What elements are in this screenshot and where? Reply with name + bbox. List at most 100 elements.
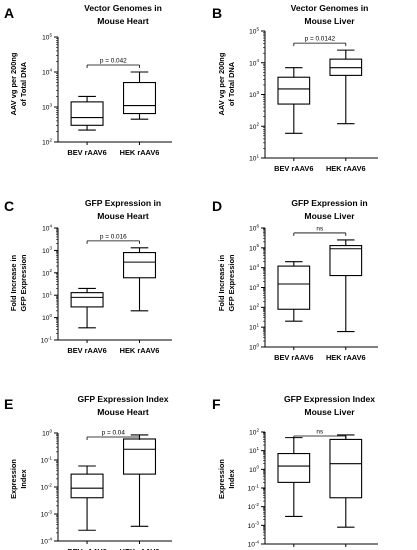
y-axis-label: Expression bbox=[217, 459, 226, 499]
y-tick-exponent: 4 bbox=[256, 58, 259, 63]
y-tick-label: 105 bbox=[249, 243, 259, 252]
y-axis-label: of Total DNA bbox=[227, 61, 236, 106]
panel-letter: A bbox=[4, 5, 14, 21]
y-tick-base: 10 bbox=[41, 338, 49, 345]
panel-title: Vector Genomes in Mouse Liver bbox=[291, 3, 369, 26]
iqr-box bbox=[70, 101, 104, 126]
y-tick-base: 10 bbox=[41, 512, 49, 519]
y-tick-label: 100 bbox=[249, 342, 259, 351]
y-tick-exponent: 5 bbox=[256, 243, 259, 248]
box-plot bbox=[329, 434, 363, 528]
box-plot bbox=[329, 239, 363, 333]
box-plot bbox=[123, 71, 157, 120]
y-tick-exponent: 0 bbox=[49, 313, 52, 318]
y-tick-base: 10 bbox=[42, 270, 50, 277]
iqr-box bbox=[123, 252, 157, 279]
y-tick-label: 10-2 bbox=[41, 482, 53, 491]
y-tick-exponent: -2 bbox=[255, 502, 260, 507]
iqr-box bbox=[277, 453, 311, 483]
significance-label: p = 0.042 bbox=[100, 58, 127, 65]
y-tick-label: 10-1 bbox=[248, 483, 260, 492]
y-tick-base: 10 bbox=[41, 458, 49, 465]
y-tick-label: 10-4 bbox=[41, 536, 53, 545]
y-tick-base: 10 bbox=[42, 140, 50, 147]
y-tick-label: 103 bbox=[42, 102, 52, 111]
y-tick-label: 10-3 bbox=[41, 509, 53, 518]
y-tick-label: 10-3 bbox=[248, 521, 260, 530]
box-plot bbox=[277, 437, 311, 517]
x-tick-label: HEK rAAV6 bbox=[326, 164, 366, 173]
y-tick-base: 10 bbox=[42, 431, 50, 438]
panel-A: A Vector Genomes in Mouse Heart AAV vg per … bbox=[4, 3, 172, 157]
y-tick-base: 10 bbox=[249, 245, 257, 252]
y-axis-label: of Total DNA bbox=[19, 61, 28, 106]
panel-letter: D bbox=[212, 198, 222, 214]
y-tick-exponent: 2 bbox=[49, 137, 52, 142]
box-plot bbox=[123, 434, 157, 527]
box-plot bbox=[277, 67, 311, 134]
panel-letter: F bbox=[212, 396, 221, 412]
panel-E: E GFP Expression Index Mouse Heart Expressi… bbox=[4, 394, 172, 550]
box-plot bbox=[70, 465, 104, 531]
y-tick-label: 100 bbox=[42, 428, 52, 437]
y-tick-label: 101 bbox=[249, 446, 259, 455]
panel-B: B Vector Genomes in Mouse Liver AAV vg per … bbox=[212, 3, 378, 173]
panel-title-line: Mouse Heart bbox=[97, 211, 149, 221]
y-tick-label: 10-4 bbox=[248, 539, 260, 548]
y-tick-exponent: 5 bbox=[49, 32, 52, 37]
y-tick-base: 10 bbox=[248, 486, 256, 493]
panel-letter: B bbox=[212, 5, 222, 21]
y-tick-base: 10 bbox=[249, 285, 257, 292]
y-axis-label: Fold Increase in bbox=[217, 254, 226, 311]
x-tick-label: BEV rAAV6 bbox=[67, 148, 106, 157]
y-tick-label: 104 bbox=[249, 58, 259, 67]
y-tick-exponent: 4 bbox=[49, 67, 52, 72]
y-tick-label: 101 bbox=[42, 291, 52, 300]
y-tick-exponent: -1 bbox=[48, 335, 53, 340]
significance-label: p = 0.016 bbox=[100, 233, 127, 240]
panel-title-line: Vector Genomes in bbox=[291, 3, 369, 13]
x-tick-label: BEV rAAV6 bbox=[67, 547, 106, 550]
y-tick-label: 10-1 bbox=[41, 335, 53, 344]
panel-letter: C bbox=[4, 198, 14, 214]
y-tick-exponent: -3 bbox=[255, 521, 260, 526]
y-tick-base: 10 bbox=[41, 485, 49, 492]
y-tick-base: 10 bbox=[42, 248, 50, 255]
y-tick-label: 103 bbox=[249, 90, 259, 99]
panel-title: Vector Genomes in Mouse Heart bbox=[84, 3, 162, 26]
y-tick-label: 101 bbox=[249, 153, 259, 162]
y-tick-base: 10 bbox=[42, 293, 50, 300]
y-tick-exponent: 0 bbox=[256, 342, 259, 347]
significance-label: ns bbox=[316, 429, 323, 436]
y-tick-exponent: -2 bbox=[48, 482, 53, 487]
x-tick-label: HEK rAAV6 bbox=[120, 148, 160, 157]
y-tick-label: 104 bbox=[42, 223, 52, 232]
x-tick-label: HEK rAAV6 bbox=[326, 353, 366, 362]
y-tick-exponent: 3 bbox=[49, 102, 52, 107]
panel-title: GFP Expression in Mouse Liver bbox=[291, 198, 367, 221]
y-tick-base: 10 bbox=[248, 504, 256, 511]
panel-title-line: GFP Expression in bbox=[291, 198, 367, 208]
box-plot bbox=[277, 261, 311, 322]
y-tick-exponent: 2 bbox=[256, 122, 259, 127]
iqr-box bbox=[70, 292, 104, 308]
y-tick-label: 100 bbox=[42, 313, 52, 322]
panel-title-line: Mouse Heart bbox=[97, 407, 149, 417]
y-tick-label: 102 bbox=[249, 427, 259, 436]
iqr-box bbox=[277, 76, 311, 105]
y-tick-base: 10 bbox=[248, 523, 256, 530]
y-tick-base: 10 bbox=[249, 60, 257, 67]
y-tick-label: 102 bbox=[42, 268, 52, 277]
x-tick-label: HEK rAAV6 bbox=[120, 346, 160, 355]
y-tick-exponent: 4 bbox=[256, 263, 259, 268]
iqr-box bbox=[329, 245, 363, 277]
panel-title-line: GFP Expression Index bbox=[284, 394, 375, 404]
y-tick-base: 10 bbox=[42, 70, 50, 77]
iqr-box bbox=[123, 438, 157, 475]
panel-title-line: GFP Expression in bbox=[85, 198, 161, 208]
y-tick-base: 10 bbox=[42, 315, 50, 322]
box-plot bbox=[70, 287, 104, 329]
y-tick-base: 10 bbox=[42, 105, 50, 112]
panel-title-line: Mouse Heart bbox=[97, 16, 149, 26]
